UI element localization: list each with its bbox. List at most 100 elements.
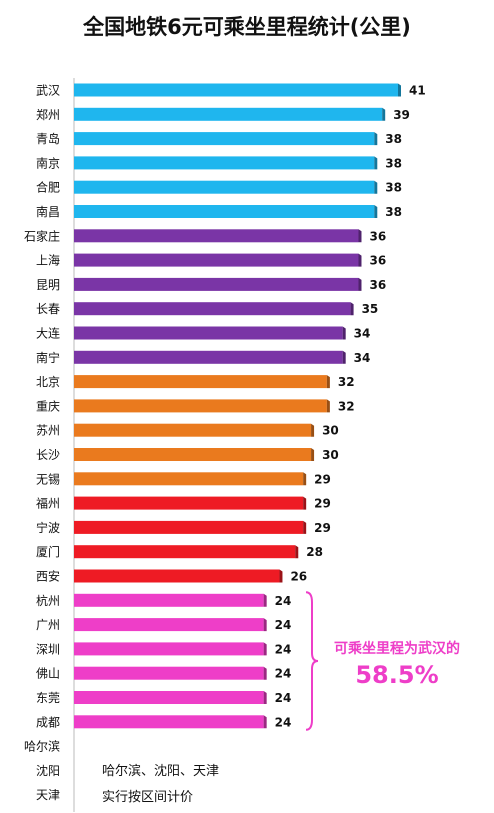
value-label: 24 — [275, 618, 292, 632]
bar-end-face — [326, 399, 330, 413]
annotation-group: 可乘坐里程为武汉的 58.5% — [305, 591, 460, 731]
note-line-2: 实行按区间计价 — [102, 790, 193, 805]
annotation-value: 58.5% — [355, 661, 438, 689]
category-label: 无锡 — [36, 471, 60, 486]
value-label: 29 — [314, 472, 331, 486]
bar — [74, 642, 264, 656]
bar-end-face — [358, 277, 362, 291]
bar — [74, 229, 359, 243]
bar — [74, 691, 264, 704]
value-label: 34 — [354, 351, 371, 365]
category-label: 南昌 — [36, 204, 60, 219]
category-label: 宁波 — [36, 520, 60, 535]
note-line-1: 哈尔滨、沈阳、天津 — [102, 763, 219, 779]
category-label: 天津 — [36, 788, 60, 802]
bracket-brace — [305, 591, 319, 731]
value-label: 41 — [409, 84, 426, 98]
category-label: 成都 — [36, 715, 60, 729]
category-label: 上海 — [36, 253, 60, 268]
bar — [74, 569, 280, 583]
bar-end-face — [263, 642, 267, 656]
bar — [74, 302, 351, 316]
category-label: 西安 — [36, 569, 60, 584]
note-group: 哈尔滨、沈阳、天津 实行按区间计价 — [102, 763, 219, 805]
category-label: 东莞 — [36, 691, 60, 705]
bar-end-face — [326, 375, 330, 389]
category-label: 佛山 — [36, 667, 60, 681]
category-label: 苏州 — [36, 424, 60, 438]
bar-end-face — [311, 448, 315, 461]
category-label: 昆明 — [36, 278, 60, 292]
bar — [74, 520, 304, 534]
bar — [74, 399, 327, 413]
bar — [74, 205, 375, 218]
bar-end-face — [263, 691, 267, 704]
category-label: 合肥 — [36, 180, 60, 195]
bar — [74, 496, 304, 510]
bar-end-face — [374, 205, 378, 218]
bar — [74, 277, 359, 291]
value-label: 28 — [306, 545, 323, 559]
category-label: 长沙 — [36, 448, 60, 462]
value-label: 36 — [369, 229, 386, 243]
category-label: 沈阳 — [36, 763, 60, 778]
category-label: 北京 — [36, 375, 60, 389]
bar — [74, 156, 375, 170]
bar-end-face — [358, 253, 362, 267]
bar-end-face — [358, 229, 362, 243]
category-label: 青岛 — [36, 131, 60, 146]
bar-end-face — [311, 423, 315, 437]
value-label: 38 — [385, 181, 402, 195]
bar — [74, 472, 304, 486]
value-label: 34 — [354, 327, 371, 341]
bar-end-face — [374, 132, 378, 146]
bar-end-face — [263, 715, 267, 729]
bar-end-face — [279, 569, 283, 583]
annotation-label: 可乘坐里程为武汉的 — [334, 640, 460, 657]
bar — [74, 326, 343, 340]
category-label: 长春 — [36, 302, 60, 316]
value-label: 24 — [275, 691, 292, 705]
value-label: 29 — [314, 497, 331, 511]
value-label: 30 — [322, 448, 339, 462]
value-label: 32 — [338, 375, 355, 389]
bar-group: 武汉 41 郑州 39 青岛 38 南京 38 合肥 38 南昌 38 石家庄 36 上海 36 昆明 36 长春 3… — [24, 83, 426, 802]
category-label: 南宁 — [36, 350, 60, 365]
bar — [74, 132, 375, 146]
bar-end-face — [342, 326, 346, 340]
category-label: 南京 — [36, 155, 60, 170]
bar-end-face — [342, 350, 346, 364]
bar-end-face — [398, 83, 401, 97]
bar-end-face — [350, 302, 354, 316]
bar — [74, 448, 312, 461]
value-label: 30 — [322, 424, 339, 438]
bar-end-face — [295, 545, 299, 559]
bar-end-face — [382, 107, 386, 121]
bar — [74, 350, 343, 364]
category-label: 杭州 — [36, 593, 60, 608]
value-label: 24 — [275, 594, 292, 608]
bar — [74, 618, 264, 632]
category-label: 哈尔滨 — [24, 739, 60, 754]
bar — [74, 423, 312, 437]
bar — [74, 666, 264, 680]
bar — [74, 715, 264, 729]
bar — [74, 83, 398, 97]
value-label: 38 — [385, 205, 402, 219]
value-label: 39 — [393, 108, 410, 122]
category-label: 武汉 — [36, 84, 60, 98]
value-label: 29 — [314, 521, 331, 535]
bar-end-face — [374, 180, 378, 194]
bar-end-face — [263, 618, 267, 632]
value-label: 35 — [362, 302, 379, 316]
bar — [74, 375, 327, 389]
value-label: 38 — [385, 156, 402, 170]
value-label: 32 — [338, 399, 355, 413]
value-label: 36 — [369, 278, 386, 292]
category-label: 厦门 — [36, 544, 60, 559]
value-label: 24 — [275, 667, 292, 681]
value-label: 24 — [275, 642, 292, 656]
bar — [74, 180, 375, 194]
value-label: 38 — [385, 132, 402, 146]
